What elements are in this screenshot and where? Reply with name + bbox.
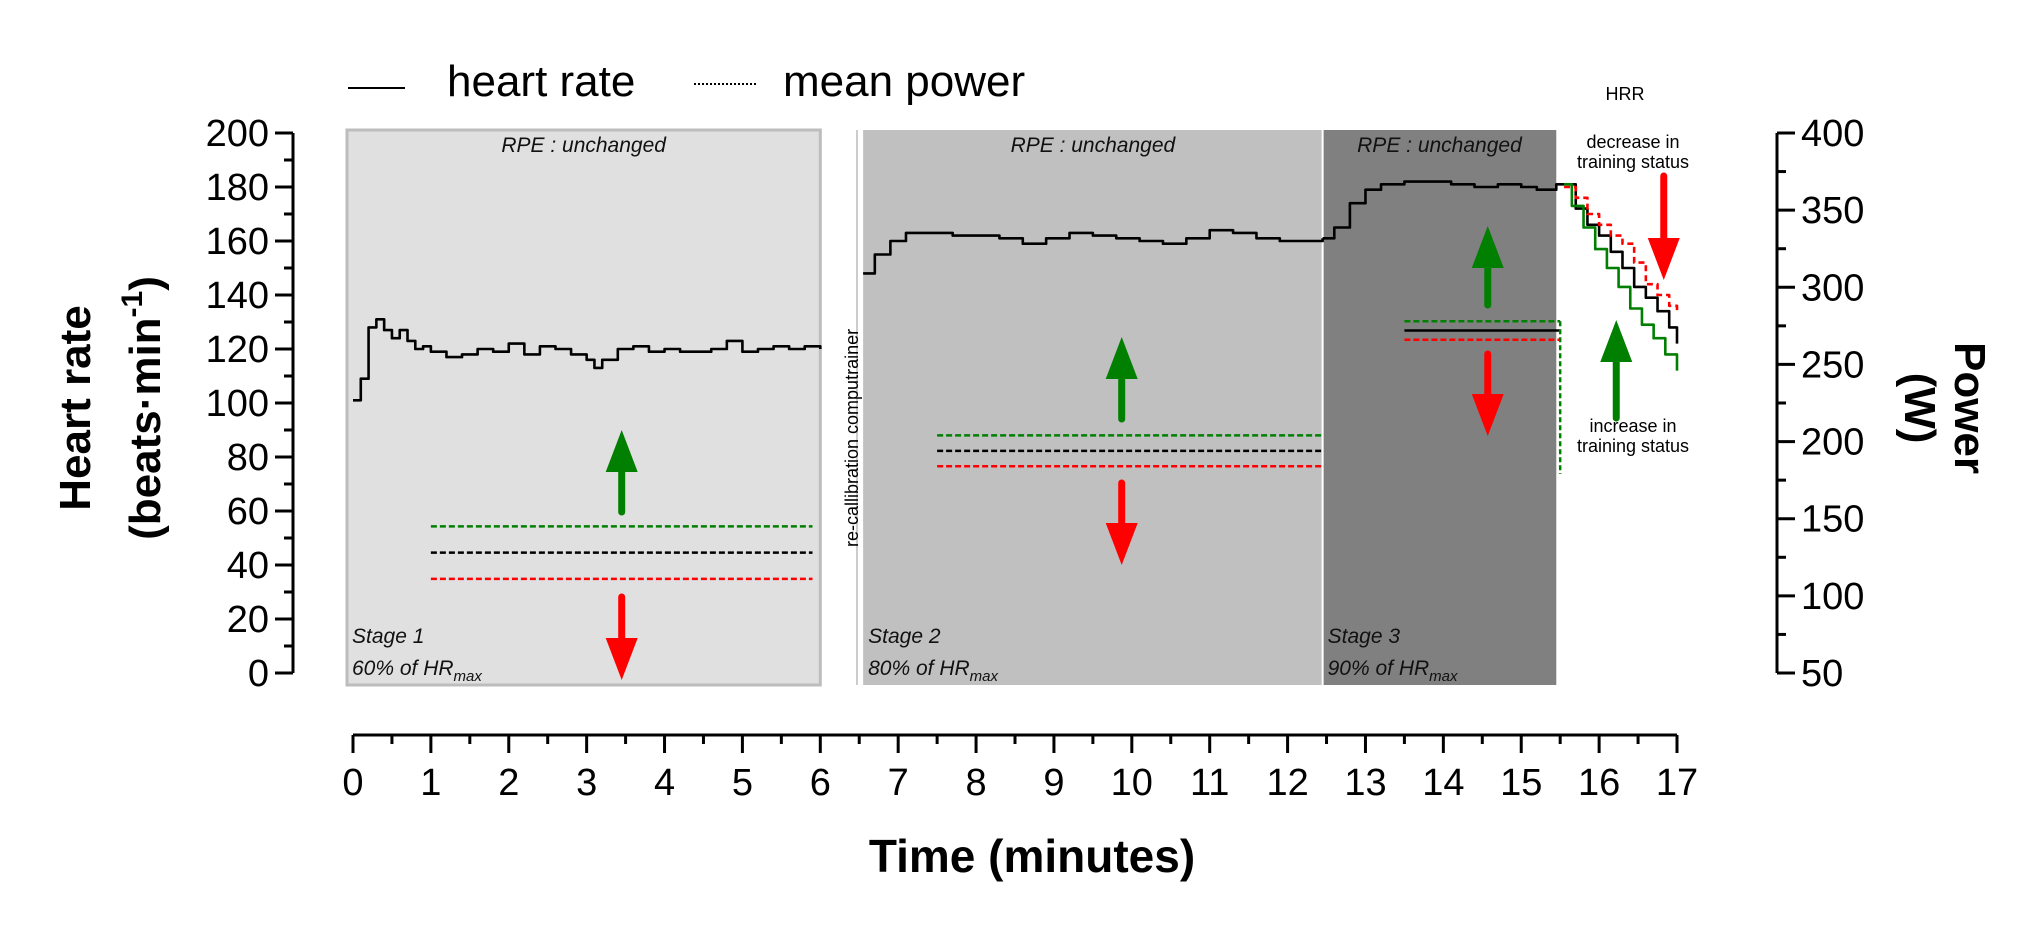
legend-mean-power-label: mean power: [783, 57, 1025, 106]
y-axis-title: Heart rate (beats·min-1): [51, 276, 170, 540]
y-tick-label: 120: [206, 329, 269, 371]
stage1-decrease-arrow-icon-head: [605, 638, 638, 680]
y-tick-label: 160: [206, 221, 269, 263]
stage3-decrease-arrow-icon: [1471, 350, 1504, 436]
x-tick-label: 1: [420, 762, 441, 804]
stage2-increase-arrow-icon: [1105, 337, 1138, 423]
hrr-decrease-arrow-icon: [1647, 172, 1680, 280]
x-axis-title: Time (minutes): [869, 830, 1195, 882]
increase-label-line2: training status: [1577, 436, 1689, 456]
x-tick-label: 16: [1578, 762, 1620, 804]
hrr-increase-arrow-icon-head: [1600, 320, 1633, 362]
x-tick-label: 0: [342, 762, 363, 804]
x-tick-label: 13: [1344, 762, 1386, 804]
y-axis-unit-sup: -1: [116, 291, 149, 318]
stage-name-label-2: Stage 2: [868, 625, 941, 648]
series-line-heart-rate-stage-2-: [863, 228, 1324, 275]
stage-rpe-label-1: RPE : unchanged: [501, 134, 667, 157]
stage-name-label-3: Stage 3: [1328, 625, 1401, 648]
x-tick-label: 12: [1266, 762, 1308, 804]
stage3-increase-arrow-icon: [1471, 226, 1504, 309]
stage2-decrease-arrow-icon: [1105, 479, 1138, 565]
y2-axis-title-main: Power: [1945, 342, 1994, 474]
x-tick-label: 9: [1043, 762, 1064, 804]
x-tick-label: 6: [810, 762, 831, 804]
decrease-label-line1: decrease in: [1586, 132, 1679, 152]
x-tick-label: 7: [888, 762, 909, 804]
stage-rpe-label-2: RPE : unchanged: [1011, 134, 1177, 157]
y-tick-label: 80: [227, 437, 269, 479]
stage-rpe-label-3: RPE : unchanged: [1357, 134, 1523, 157]
x-tick-label: 2: [498, 762, 519, 804]
stage-intensity-subscript: max: [1429, 668, 1458, 685]
stage-panel-2: [863, 130, 1323, 685]
stage-panel-1: [345, 128, 822, 687]
y-axis-unit-prefix: (beats·min: [121, 317, 170, 539]
stage3-increase-arrow-icon-head: [1471, 226, 1504, 268]
y-tick-label: 60: [227, 491, 269, 533]
y2-tick-label: 250: [1801, 344, 1864, 386]
y2-tick-label: 150: [1801, 499, 1864, 541]
right-axis: 50 100 150 200 250 300 350 400: [1775, 113, 1864, 695]
stage-panel-3: [1322, 130, 1557, 685]
y2-tick-label: 400: [1801, 113, 1864, 155]
y-tick-label: 40: [227, 545, 269, 587]
y-axis-unit-suffix: ): [121, 276, 170, 291]
x-tick-label: 11: [1190, 762, 1229, 804]
stage1-decrease-arrow-icon: [605, 593, 638, 680]
legend-heart-rate-label: heart rate: [447, 57, 635, 106]
y2-axis-title-unit: (W): [1895, 373, 1944, 444]
left-axis: 0 20 40 60 80 100 120 140 160 180 200: [206, 113, 295, 695]
stage-intensity-subscript: max: [454, 668, 483, 685]
x-tick-label: 15: [1500, 762, 1542, 804]
y-tick-label: 100: [206, 383, 269, 425]
hrr-increase-arrow-icon: [1600, 320, 1633, 422]
power-levels: [430, 172, 1680, 680]
series-line-heart-rate: [353, 317, 822, 402]
x-tick-label: 10: [1111, 762, 1153, 804]
y-tick-label: 200: [206, 113, 269, 155]
stage2-increase-arrow-icon-head: [1105, 337, 1138, 379]
stage2-decrease-arrow-icon-head: [1105, 523, 1138, 565]
y-tick-label: 0: [248, 653, 269, 695]
bottom-axis: 0 1 2 3 4 5 6 7 8 9 10 11 12 13 14 15 16 17: [342, 733, 1698, 804]
y-axis-title-unit: (beats·min-1): [116, 276, 170, 540]
y2-tick-label: 50: [1801, 653, 1843, 695]
x-tick-label: 17: [1656, 762, 1698, 804]
increase-label-line1: increase in: [1589, 416, 1676, 436]
y-tick-label: 180: [206, 167, 269, 209]
x-tick-label: 3: [576, 762, 597, 804]
y2-tick-label: 350: [1801, 190, 1864, 232]
x-tick-label: 4: [654, 762, 675, 804]
x-tick-label: 5: [732, 762, 753, 804]
y-tick-label: 20: [227, 599, 269, 641]
legend: heart rate mean power: [348, 57, 1025, 106]
decrease-label-line2: training status: [1577, 152, 1689, 172]
series: [352, 180, 1679, 402]
y2-tick-label: 200: [1801, 422, 1864, 464]
stage-name-label-1: Stage 1: [352, 625, 424, 648]
y-tick-label: 140: [206, 275, 269, 317]
stage-intensity-subscript: max: [970, 668, 999, 685]
stage1-increase-arrow-icon: [605, 430, 638, 516]
recalibration-label: re-callibration computrainer: [842, 329, 862, 547]
y-axis-title-main: Heart rate: [51, 305, 100, 510]
y2-tick-label: 300: [1801, 267, 1864, 309]
x-tick-label: 14: [1422, 762, 1464, 804]
y2-tick-label: 100: [1801, 576, 1864, 618]
stage1-increase-arrow-icon-head: [605, 430, 638, 472]
x-tick-label: 8: [965, 762, 986, 804]
hrr-decrease-arrow-icon-head: [1647, 238, 1680, 280]
hrr-label: HRR: [1606, 84, 1645, 104]
stage3-decrease-arrow-icon-head: [1471, 394, 1504, 436]
y2-axis-title: Power (W): [1895, 342, 1994, 474]
